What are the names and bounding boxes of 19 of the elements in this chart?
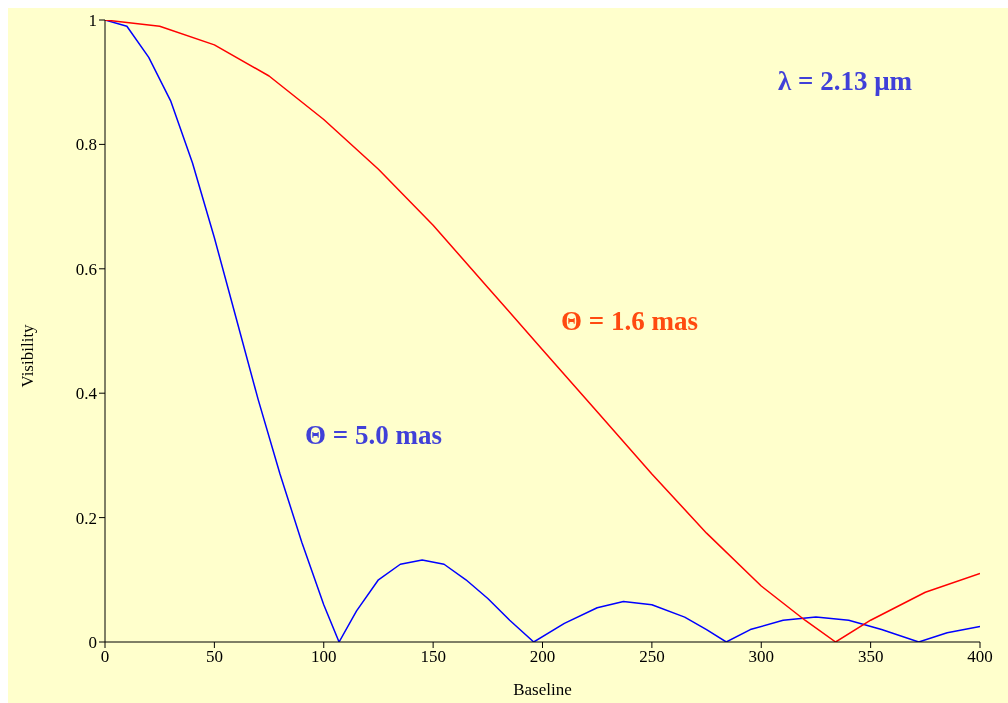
y-tick-label: 1	[88, 11, 97, 31]
x-tick-label: 350	[857, 647, 884, 667]
x-tick-label: 400	[967, 647, 993, 667]
x-tick-label: 300	[748, 647, 774, 667]
y-tick-label: 0	[88, 633, 97, 653]
y-tick-label: 0.2	[75, 508, 97, 528]
x-tick-label: 200	[529, 647, 556, 667]
x-axis-title: Baseline	[512, 680, 573, 700]
y-tick-label: 0.6	[75, 259, 97, 279]
y-tick-label: 0.8	[75, 135, 97, 155]
series-label: Θ = 5.0 mas	[305, 420, 442, 451]
x-tick-label: 100	[311, 647, 337, 667]
y-axis-title: Visibility	[18, 323, 38, 388]
x-tick-label: 50	[205, 647, 223, 667]
series-label: Θ = 1.6 mas	[561, 306, 698, 337]
y-tick-label: 0.4	[75, 384, 98, 404]
annotation: λ = 2.13 μm	[778, 66, 912, 97]
x-tick-label: 150	[420, 647, 446, 667]
x-tick-label: 250	[639, 647, 665, 667]
